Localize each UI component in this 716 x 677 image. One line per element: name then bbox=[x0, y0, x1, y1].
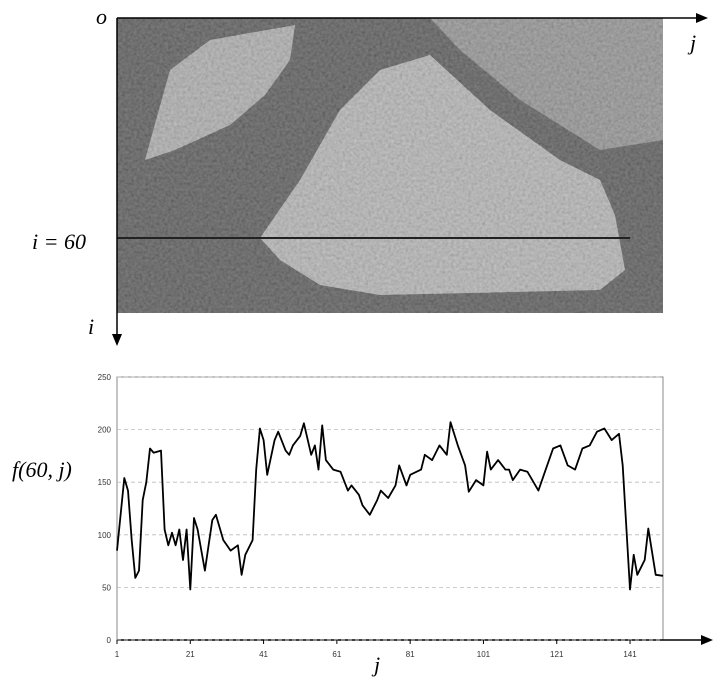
i-label: i bbox=[88, 314, 94, 339]
y-tick-label: 200 bbox=[98, 426, 112, 435]
x-tick-label: 101 bbox=[477, 650, 491, 659]
y-tick-label: 150 bbox=[98, 478, 112, 487]
arrow bbox=[112, 334, 122, 346]
x-axis-label: j bbox=[371, 652, 380, 677]
data-line bbox=[116, 421, 664, 591]
y-tick-label: 250 bbox=[98, 373, 112, 382]
row-label: i = 60 bbox=[32, 229, 86, 254]
x-tick-label: 41 bbox=[259, 650, 268, 659]
micrograph bbox=[117, 18, 663, 313]
x-tick-label: 1 bbox=[115, 650, 120, 659]
y-axis-label: f(60, j) bbox=[12, 457, 72, 482]
y-tick-label: 0 bbox=[107, 636, 112, 645]
arrow bbox=[701, 635, 713, 645]
x-tick-label: 81 bbox=[406, 650, 415, 659]
x-tick-label: 141 bbox=[623, 650, 637, 659]
x-tick-label: 121 bbox=[550, 650, 564, 659]
y-tick-label: 100 bbox=[98, 531, 112, 540]
x-tick-label: 21 bbox=[186, 650, 195, 659]
x-tick-label: 61 bbox=[332, 650, 341, 659]
plot-frame bbox=[116, 376, 664, 641]
arrow bbox=[696, 13, 708, 23]
y-tick-label: 50 bbox=[102, 583, 111, 592]
j-label: j bbox=[687, 30, 696, 55]
origin-label: o bbox=[96, 4, 107, 29]
